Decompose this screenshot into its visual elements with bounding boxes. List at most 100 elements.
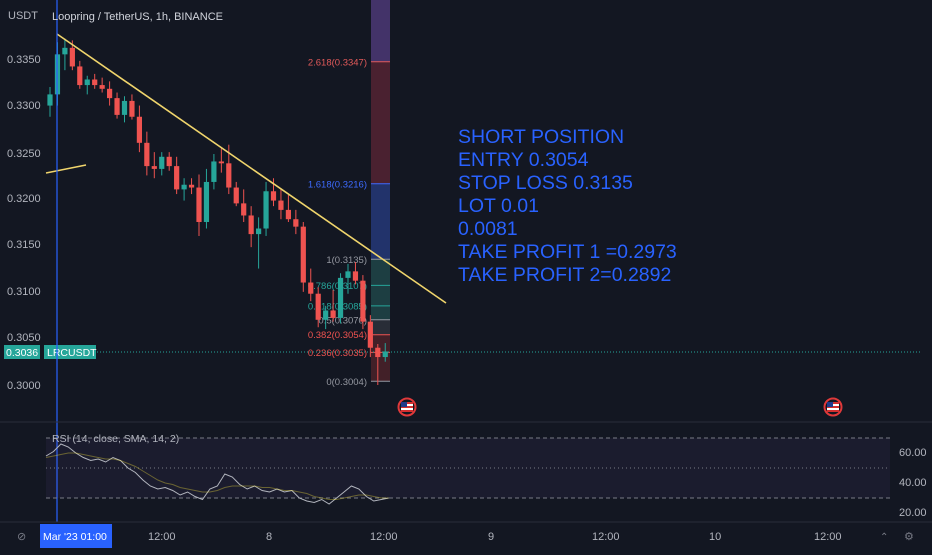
rsi-legend[interactable]: RSI (14, close, SMA, 14, 2) — [52, 433, 179, 445]
candle-body — [248, 215, 254, 235]
candle-body — [270, 191, 277, 201]
candle-body — [218, 161, 224, 164]
rsi-pane[interactable]: RSI (14, close, SMA, 14, 2) 60.00 40.00 … — [45, 433, 927, 519]
candle-body — [47, 94, 53, 106]
price-tick: 0.3000 — [7, 380, 41, 392]
fib-level-label: 2.618(0.3347) — [308, 57, 367, 68]
fib-bands — [371, 0, 390, 382]
candle-body — [159, 156, 165, 169]
fib-level-label: 0.236(0.3035) — [308, 348, 367, 359]
rsi-ma-line — [45, 452, 389, 500]
candle-body — [196, 187, 202, 222]
candle-body — [92, 79, 98, 86]
time-tick: 10 — [709, 531, 721, 543]
fib-band — [371, 61, 390, 184]
globe-icon[interactable]: ⊘ — [17, 531, 26, 543]
collapse-chevron-icon[interactable]: ⌃ — [880, 532, 888, 543]
candle-body — [99, 85, 105, 89]
candle-body — [129, 100, 135, 117]
candle-body — [382, 351, 388, 358]
price-tick: 0.3350 — [7, 54, 41, 66]
price-tick: 0.3200 — [7, 193, 41, 205]
candle-body — [69, 47, 75, 67]
candle-body — [278, 200, 284, 210]
candle-body — [188, 184, 195, 188]
fib-band — [371, 183, 390, 260]
trade-note[interactable]: SHORT POSITION ENTRY 0.3054 STOP LOSS 0.… — [458, 126, 677, 286]
time-axis[interactable]: Mar '23 01:00 12:00 8 12:00 9 12:00 10 1… — [0, 521, 932, 548]
fib-level-label: 1.618(0.3216) — [308, 179, 367, 190]
fib-band — [371, 259, 390, 286]
note-line: TAKE PROFIT 2=0.2892 — [458, 264, 671, 286]
fib-level-label: 1(0.3135) — [326, 255, 367, 266]
candle-body — [285, 209, 291, 220]
rsi-band — [46, 438, 890, 498]
candle-body — [241, 203, 247, 216]
fib-band — [371, 319, 390, 335]
candle-body — [211, 161, 217, 182]
candle-body — [151, 166, 157, 169]
fib-level-label: 0(0.3004) — [326, 377, 367, 388]
candle-body — [84, 79, 90, 86]
candle-body — [367, 321, 373, 348]
candle-body — [62, 47, 68, 55]
fib-level-label: 0.382(0.3054) — [308, 330, 367, 341]
fib-level-label: 0.786(0.3107) — [308, 281, 367, 292]
time-tick: 12:00 — [370, 531, 398, 543]
time-tick: 9 — [488, 531, 494, 543]
price-tick: 0.3300 — [7, 100, 41, 112]
candle-body — [360, 280, 366, 322]
candle-body — [107, 88, 113, 99]
candle-body — [315, 293, 321, 320]
candle-body — [323, 310, 329, 320]
candle-body — [352, 271, 359, 281]
note-line: 0.0081 — [458, 218, 518, 240]
candle-body — [263, 191, 269, 229]
rsi-tick: 20.00 — [899, 507, 927, 519]
note-line: LOT 0.01 — [458, 195, 539, 217]
pair-title[interactable]: Loopring / TetherUS, 1h, BINANCE — [52, 11, 223, 23]
rsi-tick: 60.00 — [899, 447, 927, 459]
fib-levels[interactable]: 2.618(0.3347) 1.618(0.3216) 1(0.3135) 0.786… — [308, 57, 390, 388]
rsi-tick: 40.00 — [899, 477, 927, 489]
price-tick: 0.3050 — [7, 332, 41, 344]
settings-gear-icon[interactable]: ⚙ — [904, 531, 914, 543]
us-flag-event-icon[interactable] — [823, 397, 843, 417]
candle-body — [166, 156, 172, 167]
fib-band — [371, 285, 390, 306]
time-cursor-tag — [40, 524, 112, 548]
time-tick: 12:00 — [814, 531, 842, 543]
candle-body — [300, 226, 306, 283]
time-cursor-label: Mar '23 01:00 — [43, 531, 107, 543]
current-price-tag — [4, 345, 40, 359]
fib-band — [371, 305, 390, 320]
symbol-tag-label: LRCUSDT — [47, 347, 97, 359]
note-line: SHORT POSITION — [458, 126, 624, 148]
descending-trendline[interactable] — [56, 33, 447, 304]
candle-body — [174, 166, 180, 190]
candle-body — [203, 181, 210, 222]
price-axis[interactable]: USDT 0.3350 0.3300 0.3250 0.3200 0.3150 … — [7, 10, 41, 392]
candle-body — [330, 310, 336, 318]
note-line: STOP LOSS 0.3135 — [458, 172, 633, 194]
candle-body — [181, 184, 187, 190]
price-tick: 0.3150 — [7, 239, 41, 251]
candle-body — [293, 219, 299, 227]
time-tick: 8 — [266, 531, 272, 543]
candle-body — [121, 100, 128, 115]
us-flag-event-icon[interactable] — [397, 397, 417, 417]
short-trendline[interactable] — [45, 164, 87, 174]
currency-label: USDT — [8, 10, 38, 22]
candle-body — [144, 142, 150, 167]
candle-body — [337, 277, 344, 318]
fib-band — [371, 0, 390, 62]
time-tick: 12:00 — [592, 531, 620, 543]
fib-level-label: 0.5(0.3070) — [318, 315, 367, 326]
note-line: TAKE PROFIT 1 =0.2973 — [458, 241, 677, 263]
price-tick: 0.3100 — [7, 286, 41, 298]
candle-body — [136, 116, 142, 143]
note-line: ENTRY 0.3054 — [458, 149, 589, 171]
